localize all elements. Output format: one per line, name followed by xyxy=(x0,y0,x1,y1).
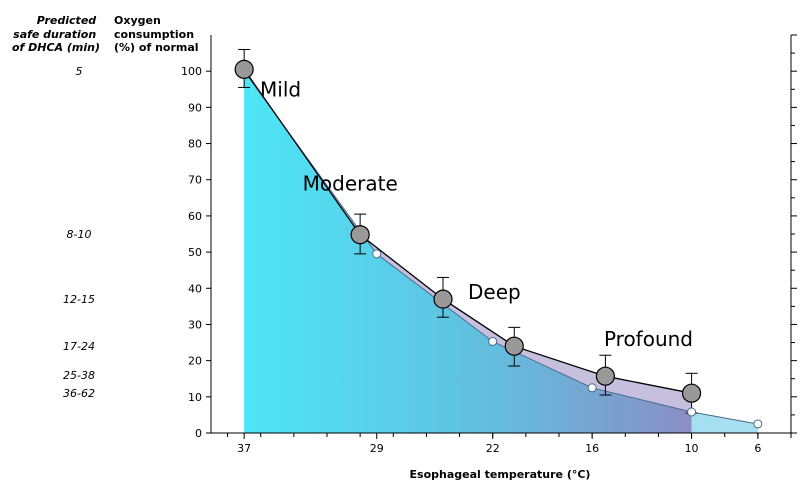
zone-label: Profound xyxy=(604,327,693,351)
data-point-small xyxy=(753,419,763,429)
duration-label: 25-38 xyxy=(63,369,95,382)
y-tick-label: 30 xyxy=(188,318,202,331)
y-tick-label: 100 xyxy=(181,65,202,78)
duration-label: 36-62 xyxy=(63,387,95,400)
duration-label: 8-10 xyxy=(67,228,92,241)
zone-label: Mild xyxy=(260,78,301,102)
duration-label: 12-15 xyxy=(63,293,95,306)
y-tick-label: 20 xyxy=(188,355,202,368)
duration-label: 5 xyxy=(76,65,83,78)
data-point-large xyxy=(433,289,453,309)
y-tick-label: 80 xyxy=(188,138,202,151)
y-axis-header-line: Oxygen xyxy=(114,14,161,27)
duration-label: 17-24 xyxy=(63,340,95,353)
area-fill xyxy=(244,71,692,433)
data-point-small xyxy=(488,336,498,346)
y-tick-label: 60 xyxy=(188,210,202,223)
tail-fill xyxy=(691,412,758,433)
series-line-large xyxy=(243,69,692,394)
x-tick-label: 16 xyxy=(585,442,599,455)
duration-header: Predicted safe duration of DHCA (min) xyxy=(12,14,100,54)
data-point-small xyxy=(587,383,597,393)
zone-label: Moderate xyxy=(303,172,398,196)
duration-header-line: Predicted xyxy=(37,14,96,27)
series-line-small xyxy=(243,70,758,425)
y-tick-label: 90 xyxy=(188,101,202,114)
y-tick-label: 70 xyxy=(188,174,202,187)
data-point-small xyxy=(372,249,382,259)
data-point-large xyxy=(234,59,254,79)
y-tick-label: 0 xyxy=(195,427,202,440)
x-tick-label: 6 xyxy=(754,442,761,455)
y-tick-label: 10 xyxy=(188,391,202,404)
data-point-large xyxy=(350,225,370,245)
y-axis-header-line: (%) of normal xyxy=(114,41,199,54)
zone-label: Deep xyxy=(468,280,521,304)
y-axis-header-line: consumption xyxy=(114,28,194,41)
y-tick-label: 50 xyxy=(188,246,202,259)
x-tick-label: 10 xyxy=(685,442,699,455)
duration-header-line: of DHCA (min) xyxy=(12,41,100,54)
duration-header-line: safe duration xyxy=(13,28,96,41)
data-point-large xyxy=(681,383,702,403)
plot-area: 0 10 20 30 40 50 60 70 80 90 100 37 29 22 16 10 6 Mild Mod… xyxy=(63,34,797,455)
x-axis-title: Esophageal temperature (°C) xyxy=(410,468,591,481)
data-point-large xyxy=(595,366,616,386)
x-tick-label: 22 xyxy=(486,442,500,455)
x-tick-label: 37 xyxy=(237,442,251,455)
y-tick-label: 40 xyxy=(188,282,202,295)
y-axis-header: Oxygen consumption (%) of normal xyxy=(114,14,199,54)
data-point-large xyxy=(504,336,524,356)
x-tick-label: 29 xyxy=(370,442,384,455)
data-point-small xyxy=(687,407,697,417)
